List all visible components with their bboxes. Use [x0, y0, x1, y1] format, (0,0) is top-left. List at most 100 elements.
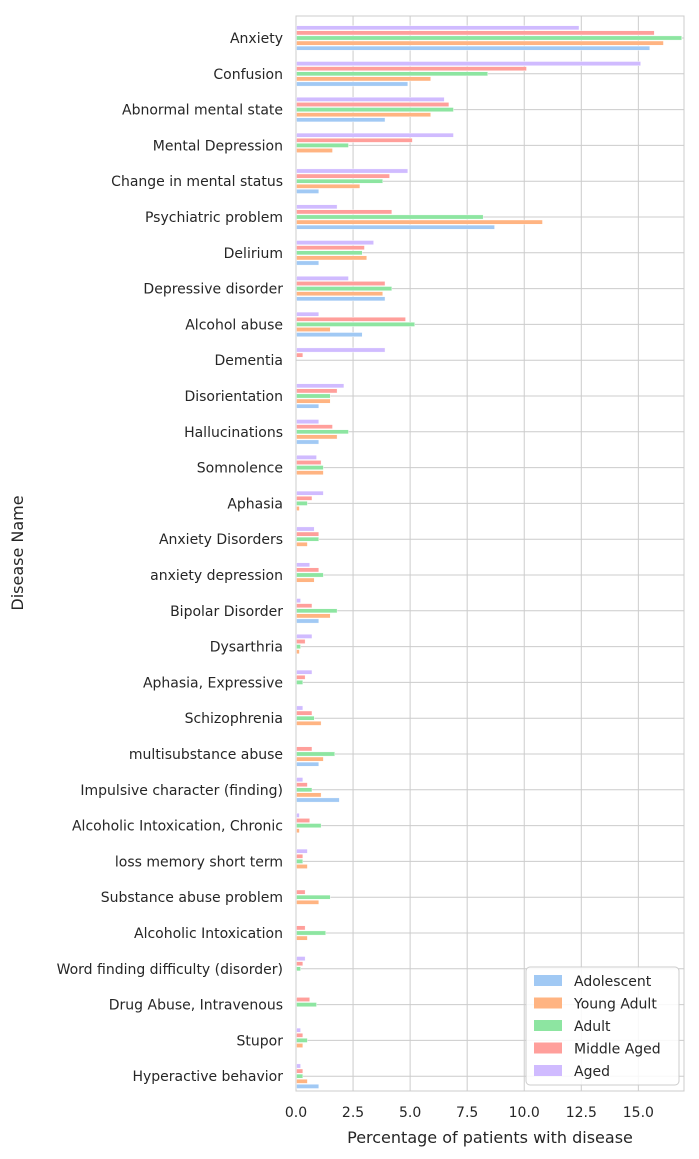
bar-adolescent [296, 189, 320, 194]
bar-young-adult [296, 434, 338, 440]
bar-adult [296, 214, 484, 220]
bar-young-adult [296, 470, 324, 476]
y-tick-label: Somnolence [197, 461, 283, 477]
bar-middle-aged [296, 496, 313, 501]
bar-middle-aged [296, 102, 450, 107]
x-tick-label: 15.0 [623, 1105, 654, 1121]
plot-area [295, 15, 685, 1092]
x-tick-label: 10.0 [509, 1105, 540, 1121]
bar-adult [296, 644, 301, 649]
y-tick-label: Impulsive character (finding) [80, 783, 283, 799]
bar-adolescent [296, 439, 320, 445]
bar-middle-aged [296, 925, 306, 931]
bar-aged [296, 1027, 301, 1033]
bar-adolescent [296, 117, 386, 123]
bar-middle-aged [296, 675, 306, 680]
y-tick-label: Confusion [213, 67, 283, 83]
bar-aged [296, 240, 374, 245]
bar-middle-aged [296, 1068, 304, 1074]
bar-adult [296, 787, 313, 793]
bar-young-adult [296, 828, 300, 833]
y-tick-label: Abnormal mental state [122, 103, 283, 119]
bar-young-adult [296, 148, 333, 153]
bar-adult [296, 859, 304, 864]
bar-young-adult [296, 255, 367, 261]
y-tick-label: loss memory short term [115, 854, 283, 870]
bar-aged [296, 383, 345, 389]
bar-middle-aged [296, 746, 313, 752]
bar-aged [296, 276, 349, 281]
bar-middle-aged [296, 997, 310, 1002]
bar-young-adult [296, 935, 308, 941]
bar-middle-aged [296, 603, 313, 608]
bar-aged [296, 526, 315, 532]
bar-young-adult [296, 864, 308, 869]
bar-young-adult [296, 398, 331, 404]
bar-adult [296, 536, 320, 542]
bar-adult [296, 429, 349, 435]
bar-middle-aged [296, 352, 304, 358]
bar-middle-aged [296, 66, 527, 71]
bar-middle-aged [296, 782, 308, 787]
bar-young-adult [296, 649, 300, 654]
bar-aged [296, 490, 324, 496]
bar-adult [296, 608, 338, 614]
bar-adult [296, 572, 324, 578]
bar-adolescent [296, 296, 386, 302]
bar-middle-aged [296, 424, 333, 430]
bar-aged [296, 347, 386, 353]
x-tick-labels: 0.0 2.5 5.0 7.5 10.0 12.5 15.0 [285, 1105, 654, 1121]
y-tick-label: Dementia [215, 353, 283, 369]
bar-middle-aged [296, 567, 320, 573]
y-tick-label: multisubstance abuse [129, 747, 283, 763]
bar-middle-aged [296, 961, 304, 966]
bar-adult [296, 1002, 317, 1007]
y-tick-label: Anxiety [230, 31, 283, 47]
y-tick-label: Alcoholic Intoxication [134, 926, 283, 942]
bar-young-adult [296, 506, 300, 511]
bar-young-adult [296, 327, 331, 332]
bar-young-adult [296, 183, 361, 189]
bar-adult [296, 751, 335, 757]
legend-label: Middle Aged [574, 1042, 661, 1058]
bar-aged [296, 168, 409, 174]
x-tick-label: 7.5 [456, 1105, 478, 1121]
bar-aged [296, 598, 301, 603]
bar-young-adult [296, 613, 331, 619]
bar-adult [296, 250, 363, 256]
bar-aged [296, 204, 338, 210]
y-tick-label: Hallucinations [184, 425, 283, 441]
y-tick-label: Dysarthria [210, 640, 283, 656]
legend-label: Adolescent [574, 974, 652, 990]
bar-young-adult [296, 291, 383, 297]
bar-middle-aged [296, 317, 406, 322]
bar-adolescent [296, 81, 409, 87]
bar-adult [296, 1038, 308, 1043]
bar-middle-aged [296, 137, 413, 143]
bar-young-adult [296, 756, 324, 762]
x-tick-label: 2.5 [342, 1105, 364, 1121]
y-axis-label: Disease Name [8, 495, 27, 610]
bar-adolescent [296, 761, 320, 767]
bar-adult [296, 501, 308, 506]
bar-adolescent [296, 618, 320, 624]
y-tick-label: Hyperactive behavior [132, 1069, 283, 1085]
bar-young-adult [296, 76, 431, 82]
y-tick-labels: Anxiety Confusion Abnormal mental state Men… [57, 31, 284, 1085]
bar-young-adult [296, 219, 543, 225]
bar-aged [296, 419, 320, 424]
bar-adolescent [296, 224, 495, 230]
y-tick-label: Psychiatric problem [145, 210, 283, 226]
y-tick-label: Anxiety Disorders [159, 532, 283, 548]
y-tick-label: Substance abuse problem [101, 890, 283, 906]
bar-young-adult [296, 792, 322, 798]
bar-middle-aged [296, 854, 304, 859]
y-tick-label: Word finding difficulty (disorder) [57, 962, 283, 978]
y-tick-label: anxiety depression [150, 568, 283, 584]
bar-adolescent [296, 332, 363, 337]
bar-aged [296, 97, 445, 102]
bar-young-adult [296, 577, 315, 583]
bar-aged [296, 669, 313, 675]
